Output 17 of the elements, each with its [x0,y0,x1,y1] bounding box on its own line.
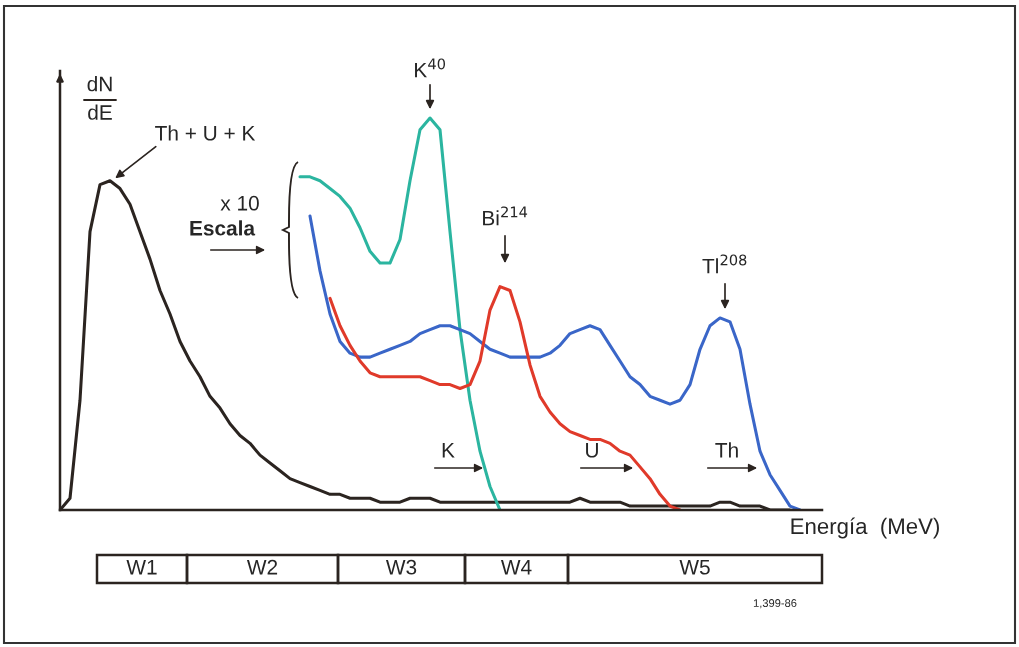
annotation: K [442,443,455,458]
annotation: Tl$^{208}$ [702,254,747,274]
y-axis-title: dN dE [87,76,112,120]
annotation: Th + U + K [155,125,256,141]
text: 1,399-86 [753,599,797,609]
annotation: Bi$^{214}$ [483,206,528,226]
text: W4 [500,560,532,575]
annotation: Th [715,442,738,458]
text: W3 [385,559,417,575]
x-axis-title: Energía (MeV) [791,517,939,539]
annotation: Escala [190,220,256,236]
text: W1 [126,560,157,575]
text: W2 [246,559,278,575]
text: K$^{40}$ [415,58,446,78]
text: W5 [679,560,710,575]
annotation: U [586,443,598,458]
annotation: x 10 [220,195,259,211]
